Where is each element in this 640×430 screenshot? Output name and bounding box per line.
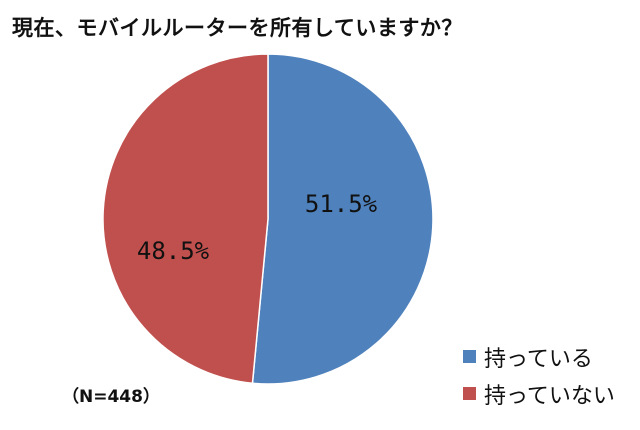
legend-label-1: 持っていない [484,383,615,409]
data-label-0: 51.5% [305,190,378,218]
legend-swatch-1 [463,387,476,400]
legend-item-1: 持っていない [463,375,615,412]
legend-swatch-0 [463,350,476,363]
legend: 持っている 持っていない [463,338,615,412]
data-label-1: 48.5% [137,237,210,265]
sample-size-note: （N=448） [62,387,160,407]
legend-label-0: 持っている [484,346,593,372]
chart-title: 現在、モバイルルーターを所有していますか？ [12,16,463,40]
legend-item-0: 持っている [463,338,615,375]
pie-slice-1 [102,53,269,385]
pie-slice-0 [251,53,434,385]
